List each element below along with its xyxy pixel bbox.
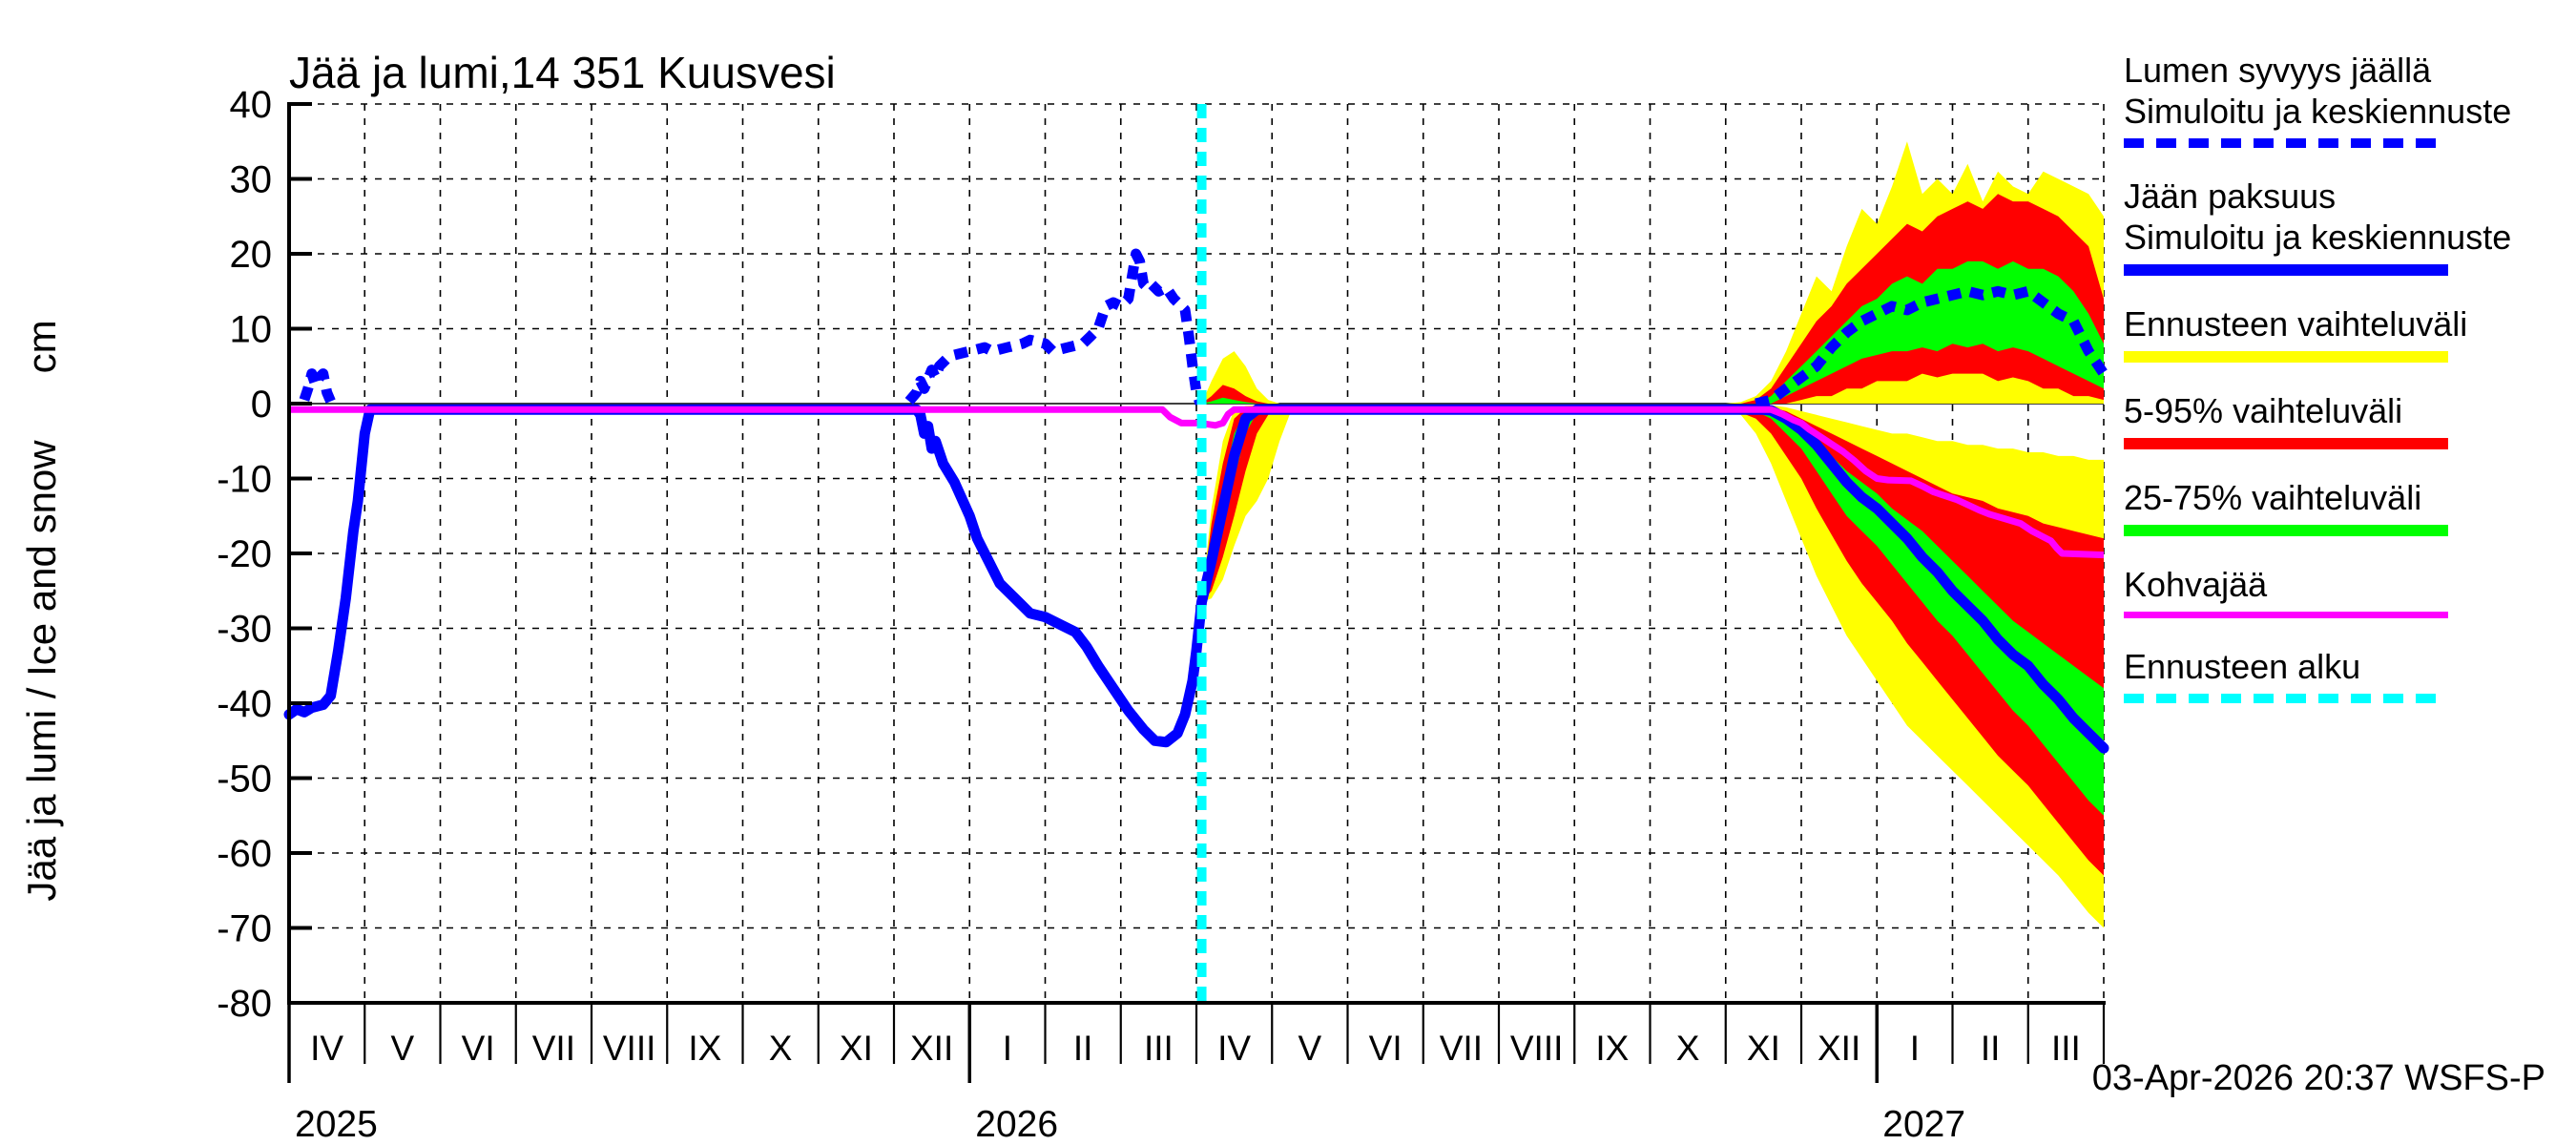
month-label: I [1910, 1029, 1920, 1068]
year-label: 2026 [975, 1104, 1058, 1145]
timestamp-label: 03-Apr-2026 20:37 WSFS-P [2092, 1058, 2545, 1098]
month-label: I [1003, 1029, 1012, 1068]
legend-text: Kohvajää [2124, 565, 2268, 604]
y-tick-label: -50 [217, 759, 272, 801]
legend-text: 5-95% vaihteluväli [2124, 391, 2403, 430]
y-axis-label: Jää ja lumi / Ice and snow cm [19, 320, 64, 901]
legend-item-vaihteluvali-25-75: 25-75% vaihteluväli [2124, 477, 2563, 543]
y-tick-label: -10 [217, 459, 272, 501]
month-label: V [391, 1029, 415, 1068]
legend: Lumen syvyys jäällä Simuloitu ja keskienn… [2124, 50, 2563, 731]
month-label: VIII [1510, 1029, 1564, 1068]
month-label: III [2051, 1029, 2081, 1068]
month-label: VIII [603, 1029, 656, 1068]
legend-text: Ennusteen vaihteluväli [2124, 304, 2468, 344]
month-label: VII [1440, 1029, 1483, 1068]
legend-sample-solid [2124, 264, 2448, 276]
legend-text: Simuloitu ja keskiennuste [2124, 218, 2512, 257]
y-tick-label: -40 [217, 683, 272, 725]
y-tick-label: 30 [230, 159, 273, 201]
kohvajaa-line [289, 406, 2105, 559]
legend-item-kohvajaa: Kohvajää [2124, 564, 2563, 625]
axes [287, 102, 2106, 1083]
year-label: 2025 [295, 1104, 378, 1145]
y-tick-label: -20 [217, 533, 272, 575]
month-label: XI [1747, 1029, 1780, 1068]
month-label: III [1144, 1029, 1174, 1068]
range-25-75-snow [1201, 260, 2104, 404]
legend-sample-solid [2124, 351, 2448, 363]
month-label: VII [532, 1029, 575, 1068]
month-label: VI [462, 1029, 495, 1068]
year-label: 2027 [1882, 1104, 1965, 1145]
month-label: II [1073, 1029, 1093, 1068]
legend-text: Simuloitu ja keskiennuste [2124, 92, 2512, 131]
legend-item-jaan-paksuus: Jään paksuus Simuloitu ja keskiennuste [2124, 176, 2563, 282]
legend-text: 25-75% vaihteluväli [2124, 478, 2422, 517]
month-label: IV [310, 1029, 343, 1068]
legend-sample-solid [2124, 525, 2448, 536]
snow-depth-line [904, 248, 1206, 406]
y-tick-label: 20 [230, 234, 273, 276]
forecast-bands [1201, 141, 2104, 928]
legend-text: Ennusteen alku [2124, 647, 2361, 686]
month-label: X [1676, 1029, 1700, 1068]
legend-item-lumen-syvyys: Lumen syvyys jäällä Simuloitu ja keskienn… [2124, 50, 2563, 155]
legend-sample-dashed [2124, 694, 2448, 703]
y-tick-label: 40 [230, 84, 273, 126]
legend-sample-solid [2124, 612, 2448, 618]
y-tick-label: -70 [217, 908, 272, 950]
legend-text: Lumen syvyys jäällä [2124, 51, 2432, 90]
chart-title: Jää ja lumi,14 351 Kuusvesi [289, 48, 836, 97]
snow-depth-forecast-line [1755, 285, 2109, 409]
y-tick-label: -80 [217, 983, 272, 1025]
month-label: V [1298, 1029, 1322, 1068]
month-label: XII [1818, 1029, 1860, 1068]
legend-sample-solid [2124, 438, 2448, 449]
snow-depth-line [299, 368, 336, 404]
month-label: IV [1217, 1029, 1251, 1068]
y-tick-label: 10 [230, 309, 273, 351]
month-label: X [769, 1029, 793, 1068]
y-tick-label: -30 [217, 609, 272, 651]
y-tick-label: -60 [217, 833, 272, 875]
legend-text: Jään paksuus [2124, 177, 2337, 216]
data-lines [283, 104, 2109, 1003]
legend-sample-dashed [2124, 138, 2448, 148]
legend-item-vaihteluvali-5-95: 5-95% vaihteluväli [2124, 390, 2563, 456]
month-label: II [1981, 1029, 2001, 1068]
month-label: IX [1595, 1029, 1629, 1068]
month-label: VI [1369, 1029, 1402, 1068]
legend-item-ennusteen-vaihteluvali: Ennusteen vaihteluväli [2124, 303, 2563, 369]
month-label: XI [840, 1029, 873, 1068]
month-label: XII [910, 1029, 953, 1068]
legend-item-ennusteen-alku: Ennusteen alku [2124, 646, 2563, 710]
y-tick-label: 0 [251, 384, 272, 426]
month-label: IX [688, 1029, 721, 1068]
